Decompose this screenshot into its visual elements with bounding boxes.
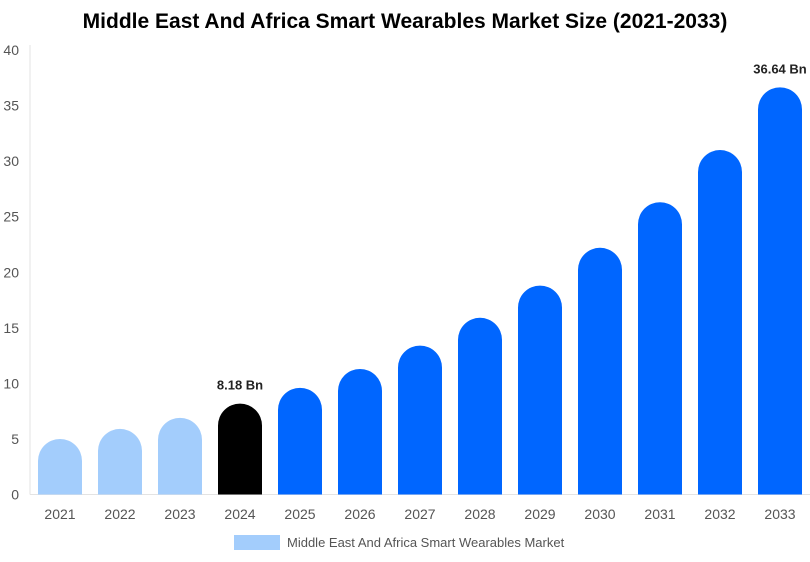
y-tick-label: 15 xyxy=(3,320,19,336)
bar-2030 xyxy=(578,247,622,495)
x-tick-label: 2032 xyxy=(704,506,735,522)
x-tick-label: 2033 xyxy=(764,506,795,522)
x-tick-label: 2022 xyxy=(104,506,135,522)
x-tick-label: 2024 xyxy=(224,506,255,522)
bar-2027 xyxy=(398,345,442,495)
x-tick-label: 2031 xyxy=(644,506,675,522)
x-tick-label: 2029 xyxy=(524,506,555,522)
y-tick-label: 20 xyxy=(3,264,19,280)
x-tick-label: 2030 xyxy=(584,506,615,522)
x-tick-label: 2028 xyxy=(464,506,495,522)
bar-2033 xyxy=(758,87,802,495)
y-tick-label: 0 xyxy=(11,487,19,503)
bar-2022 xyxy=(98,428,142,495)
legend[interactable]: Middle East And Africa Smart Wearables M… xyxy=(234,535,564,550)
x-tick-label: 2023 xyxy=(164,506,195,522)
bar-2031 xyxy=(638,202,682,495)
x-tick-label: 2027 xyxy=(404,506,435,522)
chart-title: Middle East And Africa Smart Wearables M… xyxy=(82,10,728,33)
y-tick-label: 25 xyxy=(3,209,19,225)
y-tick-label: 10 xyxy=(3,375,19,391)
x-tick-label: 2025 xyxy=(284,506,315,522)
data-label: 36.64 Bn xyxy=(753,61,807,76)
bar-2024 xyxy=(218,403,262,495)
x-tick-label: 2026 xyxy=(344,506,375,522)
y-tick-label: 35 xyxy=(3,98,19,114)
data-label: 8.18 Bn xyxy=(217,378,263,393)
legend-swatch xyxy=(234,535,280,550)
bar-2028 xyxy=(458,317,502,495)
bar-2023 xyxy=(158,417,202,495)
bar-2029 xyxy=(518,285,562,495)
bar-2025 xyxy=(278,387,322,495)
y-tick-label: 40 xyxy=(3,42,19,58)
bar-2021 xyxy=(38,438,82,495)
legend-label: Middle East And Africa Smart Wearables M… xyxy=(287,535,565,550)
x-tick-label: 2021 xyxy=(44,506,75,522)
y-tick-label: 5 xyxy=(11,431,19,447)
bar-2032 xyxy=(698,150,742,495)
bar-2026 xyxy=(338,368,382,495)
y-tick-label: 30 xyxy=(3,153,19,169)
